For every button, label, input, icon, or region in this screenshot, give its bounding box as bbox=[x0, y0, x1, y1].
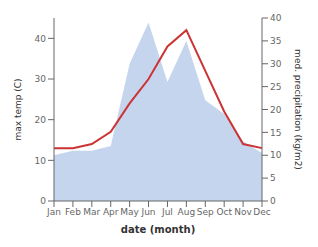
svg-text:0: 0 bbox=[40, 196, 46, 206]
svg-text:Aug: Aug bbox=[178, 207, 196, 217]
svg-text:Oct: Oct bbox=[216, 207, 232, 217]
svg-text:Nov: Nov bbox=[234, 207, 252, 217]
svg-text:Jan: Jan bbox=[46, 207, 61, 217]
svg-text:35: 35 bbox=[270, 36, 281, 46]
svg-text:5: 5 bbox=[270, 173, 276, 183]
svg-text:Dec: Dec bbox=[253, 207, 270, 217]
svg-text:Apr: Apr bbox=[103, 207, 119, 217]
svg-text:40: 40 bbox=[35, 34, 47, 44]
svg-text:20: 20 bbox=[35, 115, 47, 125]
svg-text:30: 30 bbox=[270, 59, 282, 69]
svg-text:40: 40 bbox=[270, 13, 282, 23]
svg-text:Sep: Sep bbox=[197, 207, 214, 217]
svg-text:25: 25 bbox=[270, 82, 281, 92]
svg-text:20: 20 bbox=[270, 105, 282, 115]
svg-text:May: May bbox=[120, 207, 139, 217]
svg-text:15: 15 bbox=[270, 128, 281, 138]
svg-text:Jun: Jun bbox=[141, 207, 156, 217]
svg-text:Mar: Mar bbox=[83, 207, 100, 217]
svg-text:max temp (C): max temp (C) bbox=[13, 78, 23, 140]
svg-text:30: 30 bbox=[35, 74, 47, 84]
svg-text:date (month): date (month) bbox=[121, 224, 195, 235]
svg-text:0: 0 bbox=[270, 196, 276, 206]
svg-text:Feb: Feb bbox=[65, 207, 81, 217]
svg-text:med. precipitation (kg/m2): med. precipitation (kg/m2) bbox=[293, 49, 303, 170]
svg-text:Jul: Jul bbox=[161, 207, 173, 217]
svg-text:10: 10 bbox=[35, 156, 47, 166]
svg-text:10: 10 bbox=[270, 150, 282, 160]
